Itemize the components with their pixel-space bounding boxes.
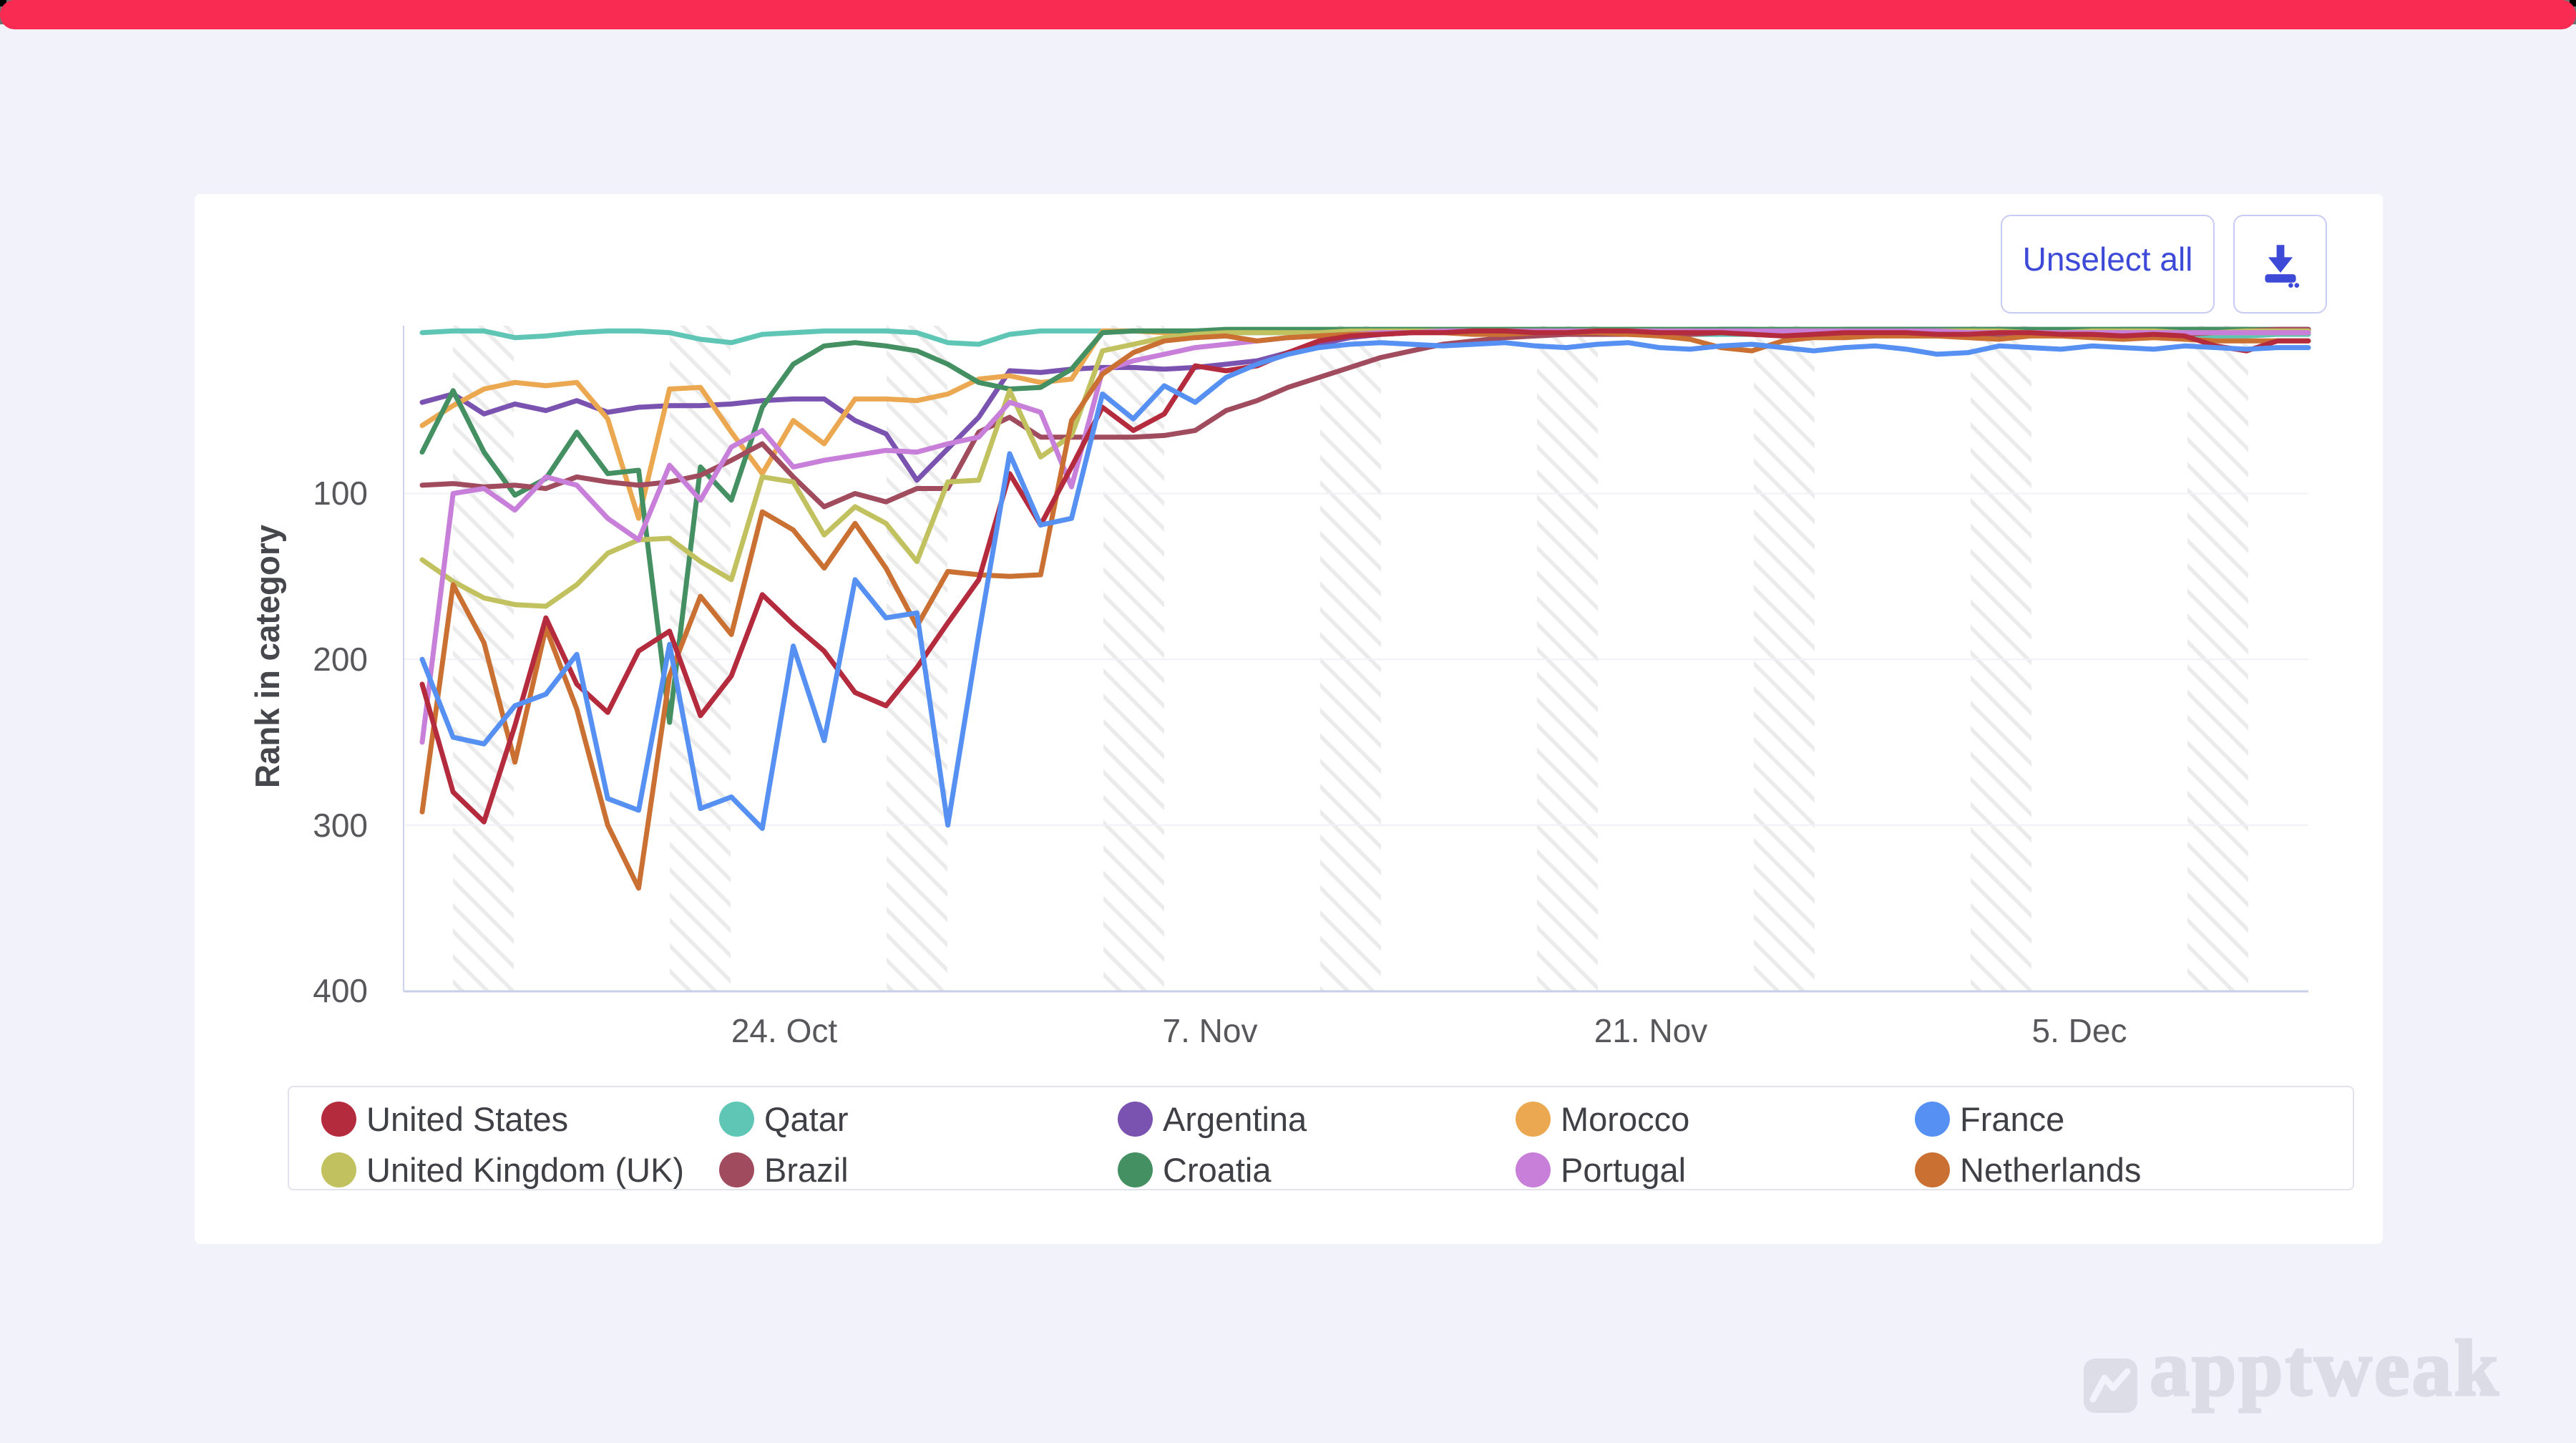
- svg-text:300: 300: [313, 807, 368, 844]
- svg-text:5. Dec: 5. Dec: [2032, 1012, 2127, 1049]
- svg-text:7. Nov: 7. Nov: [1163, 1012, 1258, 1049]
- svg-text:100: 100: [313, 475, 368, 512]
- svg-text:24. Oct: 24. Oct: [731, 1012, 838, 1049]
- svg-text:Rank in category: Rank in category: [248, 525, 286, 788]
- svg-text:200: 200: [313, 641, 368, 678]
- svg-text:21. Nov: 21. Nov: [1594, 1012, 1708, 1049]
- svg-text:400: 400: [313, 972, 368, 1009]
